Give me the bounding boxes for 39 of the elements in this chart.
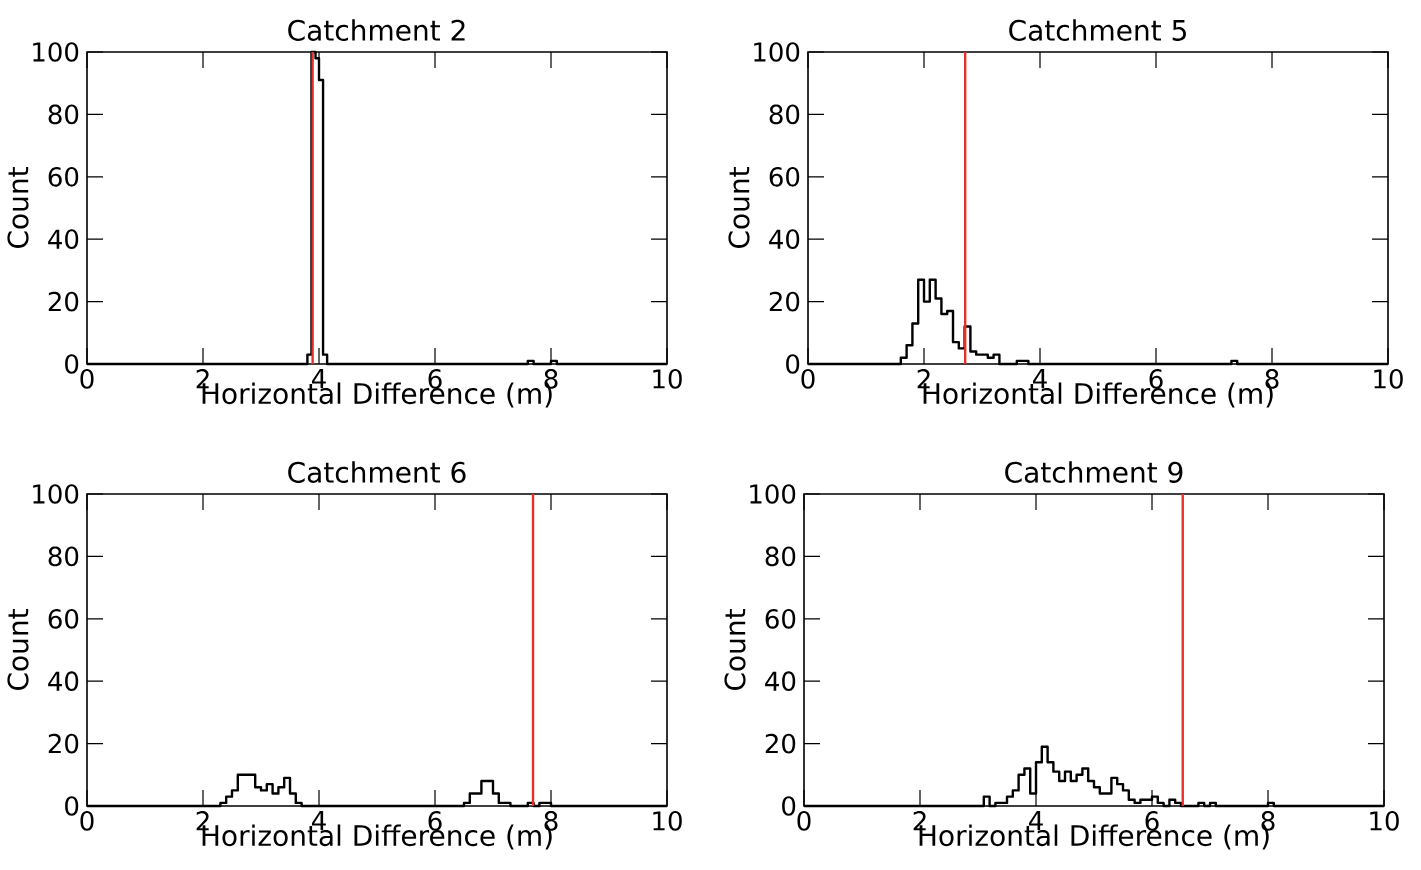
y-tick-label: 100 (754, 42, 800, 62)
x-tick-label: 10 (653, 369, 682, 389)
y-axis-title: Count (7, 609, 29, 690)
x-tick-label: 0 (801, 369, 815, 389)
y-tick-label: 60 (765, 608, 796, 629)
y-tick-label: 80 (48, 546, 79, 567)
y-axis-title: Count (7, 167, 29, 248)
chart-title: Catchment 6 (288, 461, 466, 483)
y-tick-label: 20 (48, 733, 79, 754)
y-tick-label: 40 (769, 229, 800, 250)
y-tick-label: 20 (48, 291, 79, 312)
x-tick-label: 10 (1374, 369, 1403, 389)
y-tick-label: 40 (48, 229, 79, 250)
chart-title: Catchment 9 (1005, 461, 1183, 483)
chart-title: Catchment 2 (288, 19, 465, 41)
y-tick-label: 100 (750, 484, 796, 504)
x-tick-label: 0 (80, 369, 94, 389)
y-tick-label: 20 (769, 291, 800, 312)
y-tick-label: 60 (769, 166, 800, 187)
y-axis-title: Count (728, 167, 750, 248)
x-tick-label: 10 (1370, 811, 1399, 831)
y-tick-label: 0 (65, 796, 79, 816)
y-tick-label: 40 (48, 671, 79, 692)
x-tick-label: 10 (653, 811, 682, 831)
y-tick-label: 80 (48, 104, 79, 125)
y-tick-label: 80 (765, 546, 796, 567)
y-tick-label: 100 (33, 42, 79, 62)
y-tick-label: 40 (765, 671, 796, 692)
y-axis-title: Count (724, 609, 746, 690)
y-tick-label: 100 (33, 484, 79, 504)
y-tick-label: 60 (48, 166, 79, 187)
chart-title: Catchment 5 (1009, 19, 1186, 41)
y-tick-label: 0 (786, 354, 800, 374)
y-tick-label: 20 (765, 733, 796, 754)
y-tick-label: 0 (65, 354, 79, 374)
x-tick-label: 0 (80, 811, 94, 831)
y-tick-label: 0 (782, 796, 796, 816)
y-tick-label: 80 (769, 104, 800, 125)
y-tick-label: 60 (48, 608, 79, 629)
